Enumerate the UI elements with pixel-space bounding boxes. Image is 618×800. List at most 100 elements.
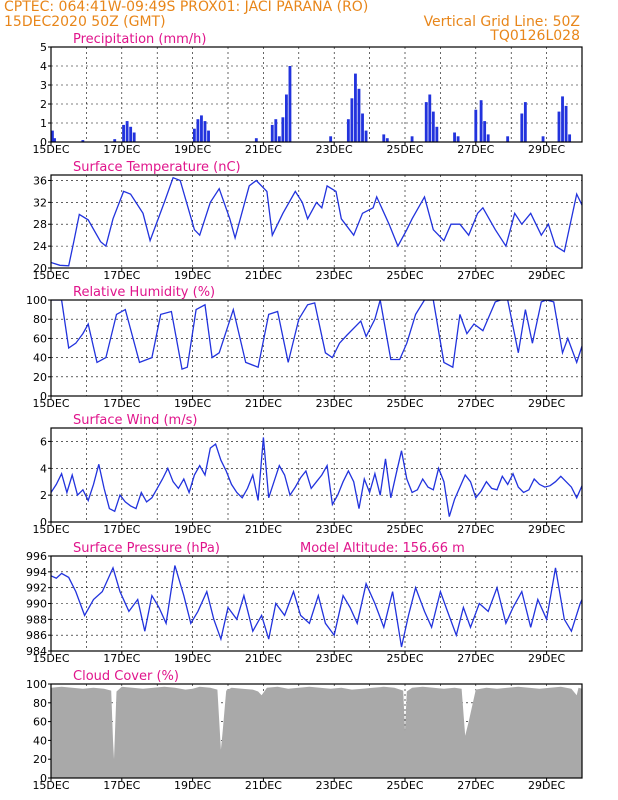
- rh-xtick-label: 21DEC: [245, 397, 282, 410]
- temp-ytick-label: 20: [33, 262, 47, 275]
- pres-xtick-label: 27DEC: [457, 652, 494, 665]
- wind-title: Surface Wind (m/s): [73, 413, 197, 428]
- precip-bar: [132, 132, 136, 142]
- header-date: 15DEC2020 50Z (GMT): [4, 14, 166, 30]
- rh-xtick-label: 19DEC: [174, 397, 211, 410]
- cloud-xtick-label: 19DEC: [174, 779, 211, 792]
- precip-bar: [200, 115, 203, 142]
- pres-ytick-label: 990: [26, 598, 47, 611]
- precip-bar: [456, 136, 460, 142]
- rh-xtick-label: 27DEC: [457, 397, 494, 410]
- precip-ytick-label: 5: [40, 41, 47, 54]
- wind-series-line: [51, 437, 582, 517]
- pres-ytick-label: 996: [26, 550, 47, 563]
- temp-xtick-label: 23DEC: [316, 269, 353, 282]
- cloud-ytick-label: 40: [33, 734, 47, 747]
- temp-xtick-label: 19DEC: [174, 269, 211, 282]
- precip-bar: [129, 126, 133, 142]
- precip-bar: [122, 124, 125, 142]
- pres-xtick-label: 21DEC: [245, 652, 282, 665]
- precip-ytick-label: 1: [40, 117, 47, 130]
- pres-title: Surface Pressure (hPa): [73, 541, 220, 556]
- temp-xtick-label: 15DEC: [32, 269, 69, 282]
- pres-ytick-label: 986: [26, 629, 47, 642]
- precip-bar: [523, 102, 527, 142]
- precip-bar: [274, 119, 278, 142]
- precip-bar: [506, 136, 510, 142]
- rh-ytick-label: 60: [33, 332, 47, 345]
- cloud-frame: [50, 683, 583, 779]
- precip-title: Precipitation (mm/h): [73, 32, 206, 47]
- wind-frame: [50, 427, 583, 523]
- precip-bar: [277, 136, 281, 142]
- precip-xtick-label: 17DEC: [103, 143, 140, 156]
- precip-bar: [486, 134, 490, 142]
- rh-ytick-label: 20: [33, 371, 47, 384]
- cloud-xtick-label: 27DEC: [457, 779, 494, 792]
- precip-bar: [385, 138, 389, 142]
- wind-ytick-label: 0: [40, 516, 47, 529]
- precip-bar: [357, 88, 361, 142]
- precip-bar: [435, 126, 439, 142]
- temp-xtick-label: 21DEC: [245, 269, 282, 282]
- rh-title: Relative Humidity (%): [73, 285, 215, 300]
- header-station: CPTEC: 064:41W-09:49S PROX01: JACI PARAN…: [4, 0, 369, 15]
- precip-bar: [329, 136, 333, 142]
- cloud-ytick-label: 20: [33, 753, 47, 766]
- precip-ytick-label: 2: [40, 98, 47, 111]
- pres-xtick-label: 25DEC: [386, 652, 423, 665]
- pres-xtick-label: 15DEC: [32, 652, 69, 665]
- precip-bar: [125, 121, 129, 142]
- precip-bar: [196, 119, 200, 142]
- precip-bar: [564, 105, 568, 142]
- wind-xtick-label: 25DEC: [386, 523, 423, 536]
- temp-ytick-label: 28: [33, 218, 47, 231]
- precip-bar: [428, 94, 432, 142]
- precip-bar: [382, 134, 386, 142]
- precip-bar: [479, 100, 483, 142]
- precip-xtick-label: 15DEC: [32, 143, 69, 156]
- rh-xtick-label: 29DEC: [528, 397, 565, 410]
- precip-bar: [270, 124, 274, 142]
- precip-bar: [53, 138, 56, 142]
- wind-xtick-label: 15DEC: [32, 523, 69, 536]
- pres-ytick-label: 988: [26, 613, 47, 626]
- cloud-xtick-label: 29DEC: [528, 779, 565, 792]
- rh-xtick-label: 23DEC: [316, 397, 353, 410]
- precip-bar: [284, 94, 288, 142]
- wind-xtick-label: 29DEC: [528, 523, 565, 536]
- pres-annotation: Model Altitude: 156.66 m: [300, 541, 465, 556]
- precip-xtick-label: 27DEC: [457, 143, 494, 156]
- rh-ytick-label: 80: [33, 313, 47, 326]
- precip-bar: [354, 73, 357, 142]
- precip-frame: [50, 46, 583, 143]
- precip-bar: [453, 132, 456, 142]
- precip-bar: [483, 121, 487, 142]
- temp-ytick-label: 24: [33, 240, 47, 253]
- temp-title: Surface Temperature (nC): [73, 160, 241, 175]
- cloud-area: [51, 686, 582, 778]
- pres-frame: [50, 555, 583, 652]
- pres-xtick-label: 19DEC: [174, 652, 211, 665]
- cloud-ytick-label: 100: [26, 678, 47, 691]
- cloud-xtick-label: 23DEC: [316, 779, 353, 792]
- precip-bar: [520, 113, 524, 142]
- temp-ytick-label: 32: [33, 196, 47, 209]
- wind-ytick-label: 4: [40, 462, 47, 475]
- precip-xtick-label: 19DEC: [174, 143, 211, 156]
- cloud-xtick-label: 17DEC: [103, 779, 140, 792]
- rh-xtick-label: 25DEC: [386, 397, 423, 410]
- pres-ytick-label: 994: [26, 566, 47, 579]
- precip-xtick-label: 23DEC: [316, 143, 353, 156]
- precip-bar: [281, 117, 285, 142]
- temp-xtick-label: 29DEC: [528, 269, 565, 282]
- cloud-ytick-label: 80: [33, 697, 47, 710]
- rh-series-line: [51, 300, 582, 370]
- wind-xtick-label: 17DEC: [103, 523, 140, 536]
- precip-bar: [203, 121, 207, 142]
- header-model-id: TQ0126L028: [490, 28, 580, 44]
- precip-bar: [364, 130, 368, 142]
- temp-xtick-label: 17DEC: [103, 269, 140, 282]
- precip-bar: [81, 140, 85, 142]
- precip-xtick-label: 21DEC: [245, 143, 282, 156]
